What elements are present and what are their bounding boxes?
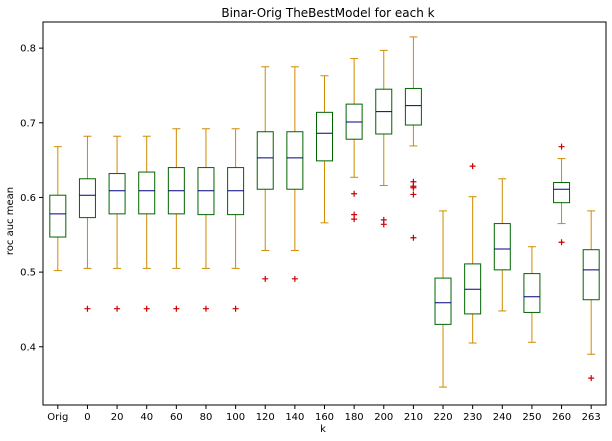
flier-point	[469, 163, 476, 170]
x-tick-label: 200	[374, 412, 393, 423]
x-tick-label: 263	[582, 412, 601, 423]
x-tick-label: Orig	[47, 412, 68, 423]
flier-point	[558, 143, 565, 150]
x-tick-label: 260	[552, 412, 571, 423]
x-tick-label: 220	[433, 412, 452, 423]
flier-point	[588, 375, 595, 382]
flier-point	[84, 305, 91, 312]
flier-point	[143, 305, 150, 312]
flier-point	[173, 305, 180, 312]
flier-point	[351, 216, 358, 223]
plot-area: 0.4 0.5 0.6 0.7 0.8 Orig 0 20 40 60 80 100 120 140 160…	[20, 36, 601, 423]
x-tick-label: 0	[84, 412, 90, 423]
box	[286, 131, 304, 190]
box	[582, 249, 600, 301]
box	[49, 194, 67, 238]
box	[404, 87, 422, 126]
x-tick-label: 120	[256, 412, 275, 423]
x-tick-label: 60	[170, 412, 183, 423]
flier-point	[262, 275, 269, 282]
x-tick-label: 230	[463, 412, 482, 423]
y-tick-label: 0.7	[20, 118, 36, 129]
flier-point	[232, 305, 239, 312]
x-tick-label: 180	[345, 412, 364, 423]
flier-point	[410, 184, 417, 191]
x-tick-label: 160	[315, 412, 334, 423]
box	[138, 171, 156, 215]
x-tick-label: 250	[522, 412, 541, 423]
x-tick-label: 210	[404, 412, 423, 423]
box	[553, 182, 571, 204]
flier-point	[410, 191, 417, 198]
x-tick-label: 100	[226, 412, 245, 423]
y-axis-label: roc auc mean	[5, 187, 16, 255]
box	[523, 273, 541, 313]
x-tick-label: 240	[493, 412, 512, 423]
y-tick-label: 0.5	[20, 268, 36, 279]
box	[108, 173, 126, 215]
box	[78, 178, 96, 219]
x-tick-label: 140	[285, 412, 304, 423]
box	[493, 223, 511, 271]
x-tick-label: 40	[140, 412, 153, 423]
x-axis-label: k	[320, 424, 326, 435]
y-tick-label: 0.8	[20, 44, 36, 55]
flier-point	[202, 305, 209, 312]
x-tick-label: 20	[111, 412, 124, 423]
y-tick-label: 0.4	[20, 342, 36, 353]
plot-frame	[42, 21, 607, 406]
flier-point	[291, 275, 298, 282]
flier-point	[114, 305, 121, 312]
box	[434, 277, 452, 325]
x-tick-label: 80	[200, 412, 213, 423]
flier-point	[410, 234, 417, 241]
box	[256, 131, 274, 190]
chart-title: Binar-Orig TheBestModel for each k	[221, 6, 434, 20]
flier-point	[351, 190, 358, 197]
y-tick-label: 0.6	[20, 193, 36, 204]
flier-point	[558, 239, 565, 246]
box	[316, 111, 333, 162]
flier-point	[380, 221, 387, 228]
